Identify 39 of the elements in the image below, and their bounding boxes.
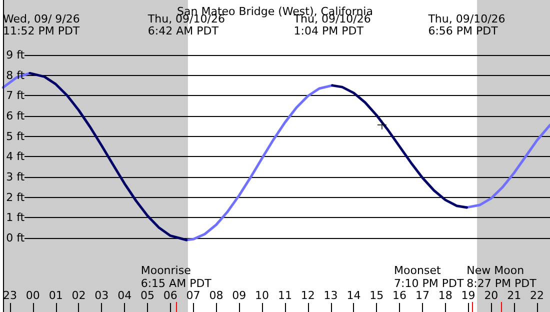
y-tick-label: 3 ft (6, 170, 26, 184)
x-tick-label: 18 (438, 289, 452, 302)
x-tick-label: 22 (530, 289, 544, 302)
x-tick-label: 15 (370, 289, 384, 302)
x-tick-label: 05 (140, 289, 154, 302)
x-tick-label: 19 (461, 289, 476, 302)
y-tick-label: 7 ft (6, 89, 26, 102)
y-tick-label: 6 ft (6, 109, 26, 122)
y-tick-label: 1 ft (6, 211, 26, 224)
y-tick-label: 0 ft (6, 231, 26, 244)
x-tick-label: 17 (415, 289, 430, 302)
x-tick-label: 16 (392, 289, 407, 302)
y-tick-label: 9 ft (6, 48, 26, 62)
x-tick-label: 23 (3, 289, 17, 302)
x-tick-label: 21 (507, 289, 522, 302)
x-tick-label: 14 (346, 289, 361, 302)
ref-line-label: New Moon 8:27 PM PDT (466, 264, 537, 290)
x-tick-label: 03 (94, 289, 109, 302)
x-tick-label: 08 (209, 289, 224, 302)
x-tick-label: 04 (118, 289, 132, 302)
x-tick-label: 12 (300, 289, 315, 302)
x-tick-label: 10 (255, 289, 270, 302)
annotation: Wed, 09/ 9/26 11:52 PM PDT (3, 12, 80, 38)
annotation: Thu, 09/10/26 6:56 PM PDT (427, 12, 506, 38)
ref-line-label: Moonset 7:10 PM PDT (394, 264, 464, 290)
x-tick-label: 07 (186, 289, 200, 302)
x-tick-label: 00 (26, 289, 40, 302)
x-tick-label: 13 (324, 289, 338, 302)
x-tick-label: 09 (232, 289, 246, 302)
y-tick-label: 4 ft (6, 150, 26, 164)
y-tick-label: 2 ft (6, 190, 26, 204)
x-tick-label: 06 (163, 289, 178, 302)
ref-line-label: Moonrise 6:15 AM PDT (140, 264, 212, 290)
x-tick-label: 20 (484, 289, 498, 302)
x-tick-label: 01 (48, 289, 63, 302)
x-tick-label: 02 (72, 289, 86, 302)
x-tick-label: 11 (278, 289, 292, 302)
y-tick-label: 5 ft (6, 130, 26, 143)
y-tick-label: 8 ft (6, 68, 26, 82)
